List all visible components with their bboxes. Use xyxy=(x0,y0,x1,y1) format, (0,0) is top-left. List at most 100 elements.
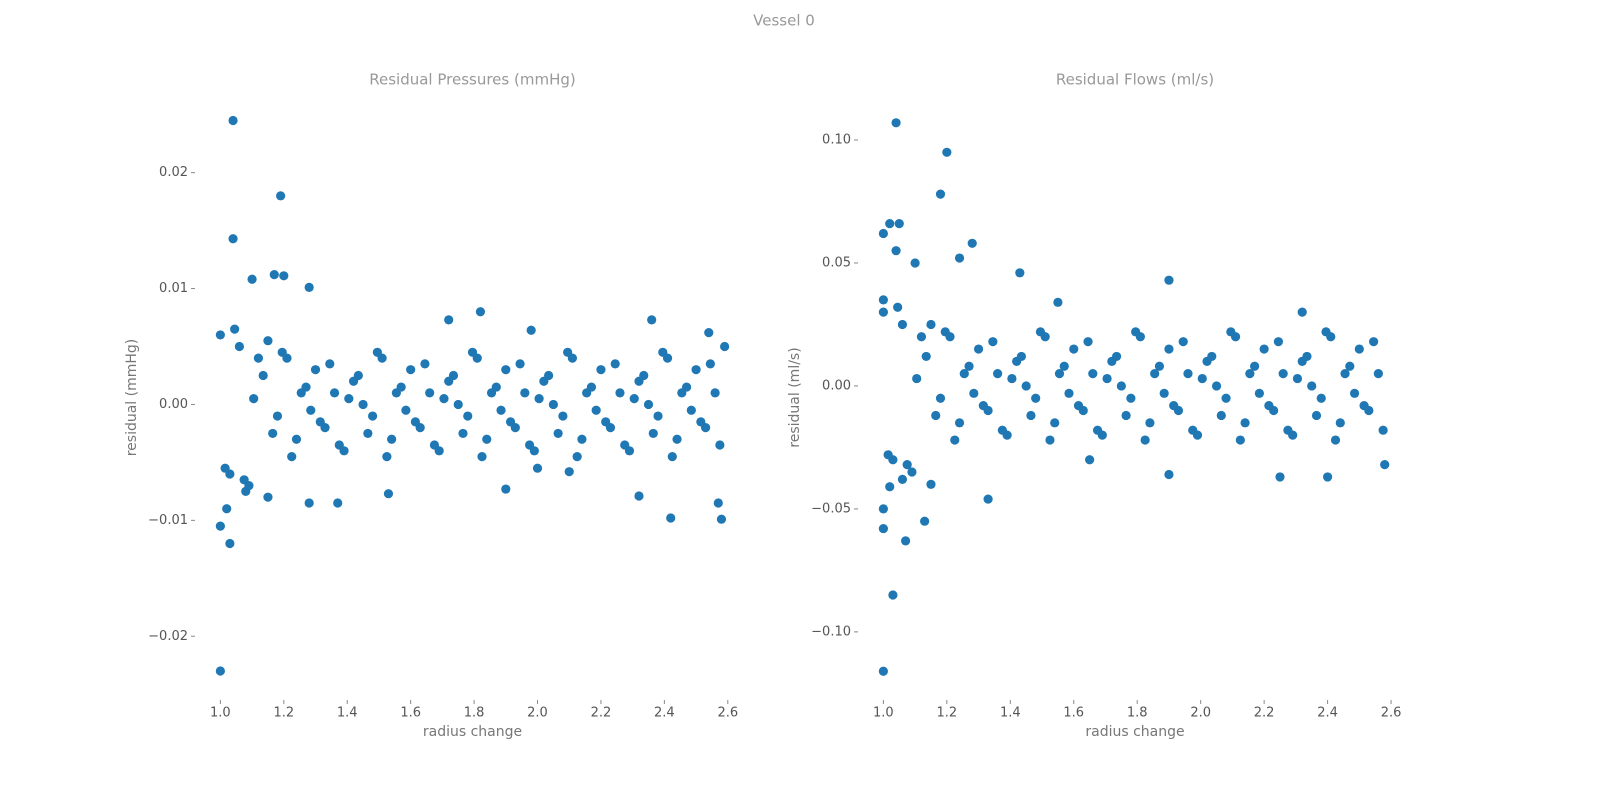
point xyxy=(548,399,558,410)
point xyxy=(647,315,657,325)
point xyxy=(912,373,922,384)
point xyxy=(1264,401,1274,411)
point xyxy=(482,434,492,444)
point xyxy=(705,359,715,369)
x-tick-label: 2.2 xyxy=(1254,706,1275,721)
point xyxy=(716,514,727,524)
x-tick-label: 1.0 xyxy=(210,706,231,721)
y-tick-label: 0.10 xyxy=(822,133,851,148)
point xyxy=(1140,435,1150,445)
point xyxy=(1226,327,1236,337)
point xyxy=(931,410,941,421)
point xyxy=(372,347,382,357)
point xyxy=(247,274,257,284)
point xyxy=(287,452,297,462)
point xyxy=(1007,373,1017,384)
point xyxy=(496,405,506,415)
point xyxy=(467,347,478,357)
point xyxy=(572,452,582,462)
point xyxy=(973,344,984,354)
point xyxy=(878,523,888,534)
point xyxy=(1085,455,1095,465)
x-tick-label: 1.0 xyxy=(873,706,894,721)
point xyxy=(1183,369,1193,379)
point xyxy=(410,417,421,427)
point xyxy=(1349,388,1360,398)
point xyxy=(1069,344,1079,354)
point xyxy=(1164,469,1174,480)
point xyxy=(333,498,343,508)
point xyxy=(1164,275,1174,285)
point xyxy=(234,341,244,352)
point xyxy=(959,369,969,379)
point xyxy=(228,115,238,126)
point xyxy=(477,452,487,462)
point xyxy=(900,536,911,546)
point xyxy=(279,271,289,281)
point xyxy=(634,491,644,501)
x-tick-label: 2.0 xyxy=(527,706,548,721)
point xyxy=(629,394,639,404)
point xyxy=(1321,327,1331,337)
axes-title: Residual Pressures (mmHg) xyxy=(369,71,575,89)
point xyxy=(1245,369,1255,379)
point xyxy=(1278,369,1288,379)
point xyxy=(910,258,920,268)
point xyxy=(691,365,701,375)
point xyxy=(704,327,714,338)
point xyxy=(666,513,676,523)
point xyxy=(448,370,459,381)
point xyxy=(983,494,993,504)
x-tick-label: 1.2 xyxy=(273,706,294,721)
point xyxy=(967,238,977,248)
point xyxy=(921,351,931,362)
point xyxy=(1330,435,1341,445)
point xyxy=(215,666,225,676)
point xyxy=(897,319,908,330)
point xyxy=(883,450,893,460)
point xyxy=(1083,337,1093,347)
point xyxy=(878,504,888,514)
point xyxy=(696,417,706,427)
point xyxy=(406,365,416,375)
point xyxy=(263,492,273,502)
point xyxy=(1131,327,1141,337)
point xyxy=(253,353,264,363)
y-axis-label: residual (ml/s) xyxy=(787,347,803,447)
point xyxy=(1073,401,1084,411)
point xyxy=(276,191,286,201)
point xyxy=(1150,369,1160,379)
x-tick-label: 2.0 xyxy=(1190,706,1211,721)
point xyxy=(304,498,314,508)
point xyxy=(916,332,927,342)
point xyxy=(615,388,625,398)
point xyxy=(1178,337,1188,347)
point xyxy=(215,521,225,531)
x-tick-label: 2.2 xyxy=(591,706,612,721)
point xyxy=(601,417,611,427)
point xyxy=(1335,418,1345,428)
point xyxy=(677,388,687,398)
point xyxy=(1207,351,1217,362)
point xyxy=(1250,361,1260,371)
point xyxy=(1092,425,1103,435)
point xyxy=(1016,351,1027,362)
point xyxy=(667,452,677,462)
point xyxy=(885,219,895,229)
point xyxy=(969,388,979,398)
point xyxy=(940,327,950,337)
point xyxy=(988,337,998,347)
point xyxy=(222,504,232,514)
point xyxy=(639,370,649,381)
point xyxy=(713,498,723,508)
point xyxy=(1064,388,1074,398)
point xyxy=(564,467,574,477)
point xyxy=(1102,373,1112,384)
point xyxy=(429,440,440,450)
x-axis-label: radius change xyxy=(1085,724,1184,740)
point xyxy=(425,388,435,398)
point xyxy=(401,405,411,415)
point xyxy=(358,399,368,410)
point xyxy=(1369,337,1379,347)
x-tick-label: 1.8 xyxy=(1127,706,1148,721)
